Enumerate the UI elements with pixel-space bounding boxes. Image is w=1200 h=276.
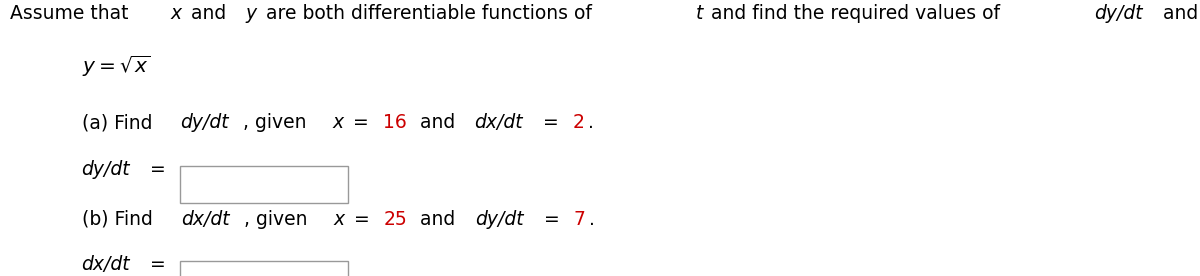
Text: dy/dt: dy/dt (1093, 4, 1142, 23)
Text: t: t (696, 4, 703, 23)
Text: and find the required values of: and find the required values of (706, 4, 1007, 23)
Text: dx/dt: dx/dt (181, 210, 229, 229)
Text: =: = (144, 160, 172, 179)
Text: , given: , given (244, 210, 313, 229)
FancyBboxPatch shape (180, 261, 348, 276)
Text: y: y (246, 4, 257, 23)
Text: , given: , given (244, 113, 312, 132)
Text: =: = (538, 210, 565, 229)
FancyBboxPatch shape (180, 166, 348, 203)
Text: x: x (332, 113, 344, 132)
Text: 7: 7 (574, 210, 586, 229)
Text: (a) Find: (a) Find (82, 113, 158, 132)
Text: Assume that: Assume that (10, 4, 134, 23)
Text: .: . (588, 113, 594, 132)
Text: =: = (348, 210, 376, 229)
Text: and: and (414, 113, 461, 132)
Text: dy/dt: dy/dt (82, 160, 131, 179)
Text: dx/dt: dx/dt (474, 113, 523, 132)
Text: =: = (144, 256, 172, 274)
Text: =: = (347, 113, 374, 132)
Text: 25: 25 (383, 210, 407, 229)
Text: $y = \sqrt{x}$: $y = \sqrt{x}$ (82, 54, 150, 79)
Text: dx/dt: dx/dt (82, 256, 131, 274)
Text: 16: 16 (383, 113, 407, 132)
Text: x: x (334, 210, 344, 229)
Text: (b) Find: (b) Find (82, 210, 158, 229)
Text: 2: 2 (574, 113, 584, 132)
Text: .: . (589, 210, 595, 229)
Text: dy/dt: dy/dt (180, 113, 229, 132)
Text: and: and (185, 4, 232, 23)
Text: and: and (414, 210, 461, 229)
Text: =: = (538, 113, 565, 132)
Text: and: and (1157, 4, 1200, 23)
Text: x: x (170, 4, 181, 23)
Text: dy/dt: dy/dt (475, 210, 523, 229)
Text: are both differentiable functions of: are both differentiable functions of (260, 4, 598, 23)
